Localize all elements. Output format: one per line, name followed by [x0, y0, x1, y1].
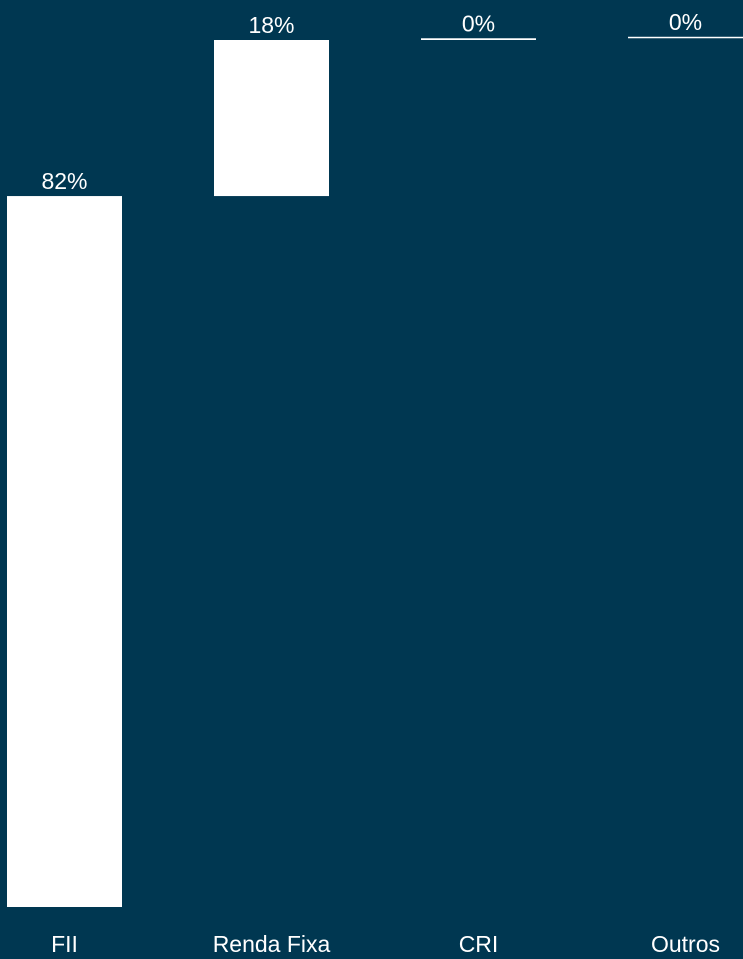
data-label-fii: 82%: [41, 168, 87, 194]
category-label-cri: CRI: [459, 931, 499, 957]
data-label-renda-fixa: 18%: [248, 12, 294, 38]
bar-outros: [628, 36, 743, 39]
data-label-cri: 0%: [462, 10, 495, 36]
category-label-renda-fixa: Renda Fixa: [213, 931, 331, 957]
bar-fii: [7, 196, 122, 907]
category-label-outros: Outros: [651, 931, 720, 957]
bar-cri: [421, 38, 536, 40]
category-label-fii: FII: [51, 931, 78, 957]
data-label-outros: 0%: [669, 9, 702, 35]
bar-renda-fixa: [214, 40, 329, 197]
